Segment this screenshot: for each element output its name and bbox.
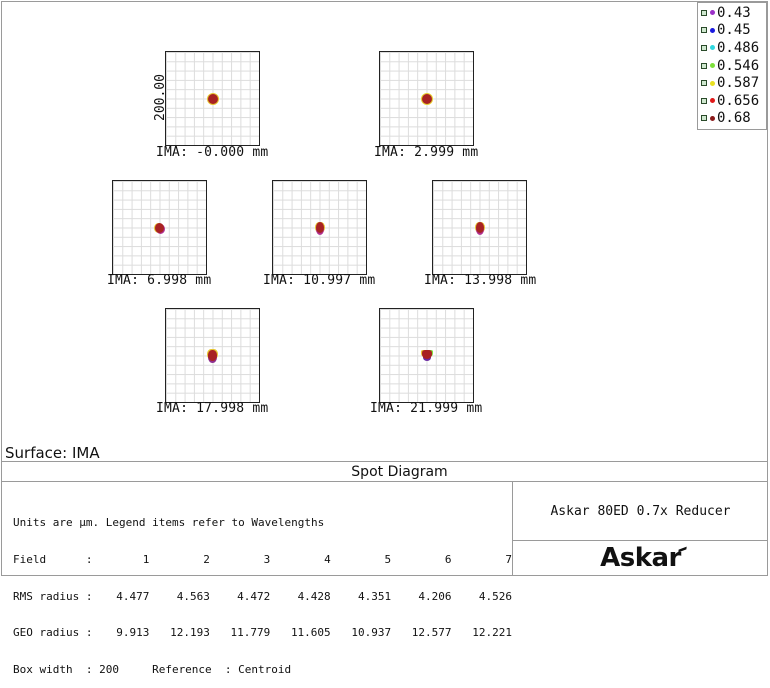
rms-value: 4.206	[418, 589, 452, 603]
field-value: 7	[505, 553, 512, 567]
legend-swatch-icon	[701, 44, 707, 51]
spot-diagram-plot-area: 200.00 IMA: -0.000 mm IMA: 2.999 mm IMA:…	[107, 2, 767, 416]
field-label: IMA: 13.998 mm	[424, 273, 537, 288]
field-value: 5	[384, 553, 392, 567]
legend-swatch-icon	[701, 115, 707, 122]
geo-value: 12.221	[472, 626, 512, 640]
rms-header: RMS radius :	[13, 589, 93, 603]
field-value: 1	[142, 553, 150, 567]
legend-swatch-icon	[701, 62, 707, 69]
legend-item: 0.546	[701, 57, 766, 75]
field-label: IMA: 17.998 mm	[156, 401, 269, 416]
spot-cluster	[208, 350, 217, 361]
field-label: IMA: -0.000 mm	[156, 145, 269, 160]
legend-dot-icon	[710, 98, 715, 104]
geo-row: GEO radius : 9.913 12.193 11.779 11.605 …	[13, 627, 512, 639]
field-label: IMA: 2.999 mm	[374, 145, 479, 160]
field-value: 4	[324, 553, 331, 567]
chart-title-bar: Spot Diagram	[1, 461, 768, 482]
spot-plot-field-3	[112, 180, 207, 275]
legend-item: 0.68	[701, 110, 766, 128]
legend-dot-icon	[710, 80, 715, 86]
logo-text: Askar	[600, 543, 681, 573]
legend-swatch-icon	[701, 9, 707, 16]
spot-plot-field-1	[165, 51, 260, 146]
wavelength-legend: 0.43 0.45 0.486 0.546 0.587 0.656	[697, 2, 767, 130]
spot-cluster	[422, 350, 432, 359]
legend-item: 0.43	[701, 4, 766, 22]
spot-plot-field-4	[272, 180, 367, 275]
geo-value: 11.605	[290, 626, 331, 640]
legend-label: 0.68	[717, 110, 751, 127]
rms-value: 4.563	[176, 589, 210, 603]
legend-swatch-icon	[701, 97, 707, 104]
field-value: 3	[263, 553, 271, 567]
askar-logo: Askar	[513, 540, 768, 576]
y-axis-label: 200.00	[153, 74, 168, 121]
geo-value: 9.913	[116, 626, 150, 640]
rms-value: 4.428	[297, 589, 331, 603]
rms-value: 4.351	[357, 589, 392, 603]
chart-title: Spot Diagram	[351, 464, 448, 480]
box-width-reference: Box width : 200 Reference : Centroid	[13, 662, 292, 676]
field-header: Field :	[13, 553, 93, 567]
legend-label: 0.43	[717, 4, 751, 21]
units-note: Units are µm. Legend items refer to Wave…	[13, 516, 325, 530]
legend-dot-icon	[710, 63, 715, 69]
spot-plot-field-6	[165, 308, 260, 403]
spot-cluster	[476, 222, 484, 233]
geo-value: 10.937	[351, 626, 392, 640]
spot-cluster	[422, 94, 432, 104]
legend-dot-icon	[710, 115, 715, 121]
field-value: 6	[444, 553, 452, 567]
field-value: 2	[203, 553, 210, 567]
rms-value: 4.472	[237, 589, 271, 603]
info-panel: Units are µm. Legend items refer to Wave…	[1, 482, 513, 676]
legend-swatch-icon	[701, 80, 707, 87]
legend-label: 0.45	[717, 22, 751, 39]
rms-value: 4.526	[478, 589, 512, 603]
legend-item: 0.486	[701, 39, 766, 57]
legend-label: 0.546	[717, 57, 760, 74]
legend-label: 0.587	[717, 75, 760, 92]
geo-header: GEO radius :	[13, 626, 93, 640]
geo-value: 12.193	[170, 626, 210, 640]
legend-dot-icon	[710, 45, 715, 51]
legend-label: 0.486	[717, 39, 760, 56]
lens-name: Askar 80ED 0.7x Reducer	[513, 482, 768, 541]
spot-plot-field-7	[379, 308, 474, 403]
spot-cluster	[316, 222, 324, 233]
field-label: IMA: 6.998 mm	[107, 273, 212, 288]
legend-dot-icon	[710, 27, 715, 33]
legend-swatch-icon	[701, 27, 707, 34]
lens-info-panel: Askar 80ED 0.7x Reducer Askar	[513, 482, 768, 576]
spot-plot-field-2	[379, 51, 474, 146]
field-label: IMA: 10.997 mm	[263, 273, 376, 288]
window-frame	[1, 1, 768, 576]
surface-label: Surface: IMA	[5, 444, 100, 462]
geo-value: 11.779	[230, 626, 271, 640]
spot-cluster	[155, 223, 164, 233]
field-row: Field : 1 2 3 4 5 6 7	[13, 553, 512, 567]
geo-value: 12.577	[411, 626, 452, 640]
field-label: IMA: 21.999 mm	[370, 401, 483, 416]
legend-dot-icon	[710, 10, 715, 16]
legend-label: 0.656	[717, 92, 760, 109]
rms-value: 4.477	[116, 589, 150, 603]
legend-item: 0.45	[701, 22, 766, 40]
rms-row: RMS radius : 4.477 4.563 4.472 4.428 4.3…	[13, 589, 512, 603]
spot-cluster	[208, 94, 218, 104]
legend-item: 0.656	[701, 92, 766, 110]
legend-item: 0.587	[701, 74, 766, 92]
spot-plot-field-5	[432, 180, 527, 275]
